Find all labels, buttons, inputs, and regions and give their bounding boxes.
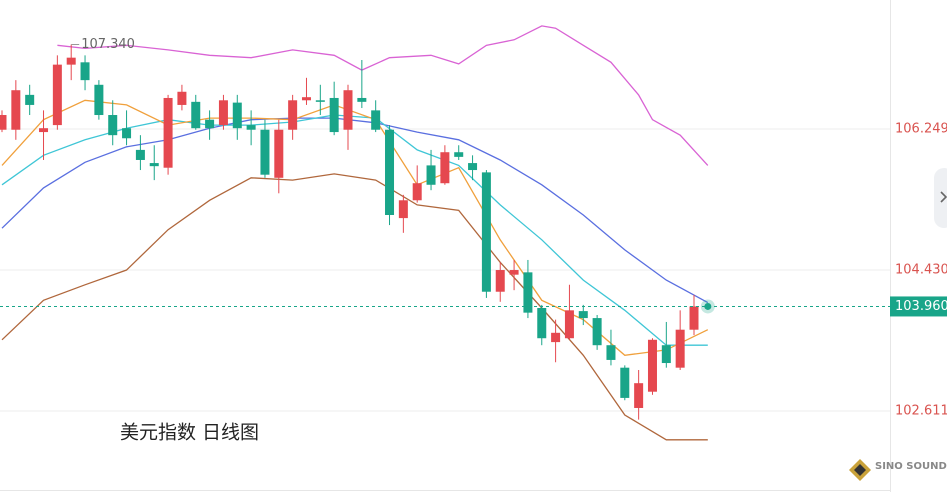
candle-body xyxy=(149,163,159,167)
candle-body xyxy=(564,310,574,339)
candle-body xyxy=(481,172,491,292)
candle-body xyxy=(454,152,464,157)
candle-body xyxy=(537,308,547,339)
side-button[interactable] xyxy=(934,168,947,228)
candle-body xyxy=(578,311,588,319)
indicator-line xyxy=(1,114,708,346)
candle-body xyxy=(25,94,35,105)
candle-body xyxy=(191,101,201,129)
last-price-dot xyxy=(704,302,712,310)
y-tick-label: 106.249 xyxy=(895,122,947,137)
candle-body xyxy=(606,345,616,360)
candle-body xyxy=(274,129,284,178)
candle-body xyxy=(39,128,49,133)
candle-body xyxy=(260,129,270,175)
candle-body xyxy=(205,119,215,129)
candle-body xyxy=(52,64,62,126)
watermark: SINO SOUND xyxy=(875,461,947,472)
last-price-box xyxy=(890,296,947,317)
candle-body xyxy=(232,102,242,129)
indicator-line xyxy=(1,173,708,441)
candle-body xyxy=(689,306,699,330)
candle-body xyxy=(122,128,132,139)
candle-body xyxy=(675,329,685,368)
candle-body xyxy=(135,149,145,160)
candle-body xyxy=(371,110,381,130)
candle-body xyxy=(551,332,561,343)
candle-body xyxy=(412,183,422,201)
logo xyxy=(849,459,871,481)
indicator-line xyxy=(57,25,709,166)
candle-body xyxy=(246,125,256,130)
last-price-label: 103.960 xyxy=(895,299,947,314)
y-tick-label: 104.430 xyxy=(895,263,947,278)
candle-body xyxy=(218,100,228,126)
candle-body xyxy=(343,90,353,130)
candle-body xyxy=(592,318,602,346)
y-tick-label: 102.611 xyxy=(895,404,947,419)
candle-body xyxy=(108,115,118,136)
candle-body xyxy=(315,100,325,102)
candle-body xyxy=(163,97,173,168)
candle-body xyxy=(94,84,104,116)
candle-body xyxy=(177,91,187,105)
candle-body xyxy=(398,200,408,219)
candle-body xyxy=(620,367,630,398)
chart-title: 美元指数 日线图 xyxy=(120,422,259,444)
candle-body xyxy=(661,345,671,364)
candle-body xyxy=(647,339,657,392)
candle-body xyxy=(0,115,7,130)
indicator-line xyxy=(1,117,709,304)
candle-body xyxy=(66,57,76,65)
candle-body xyxy=(301,97,311,101)
candle-body xyxy=(329,97,339,133)
indicator-line xyxy=(1,99,709,356)
candle-body xyxy=(357,97,367,102)
candle-body xyxy=(11,90,21,130)
candle-body xyxy=(509,270,519,275)
candle-body xyxy=(495,270,505,292)
candle-body xyxy=(426,165,436,185)
high-label: 107.340 xyxy=(81,37,135,52)
candle-body xyxy=(440,152,450,184)
candle-body xyxy=(523,272,533,313)
candle-body xyxy=(468,163,478,171)
candle-body xyxy=(634,383,644,408)
candle-body xyxy=(288,100,298,130)
candle-body xyxy=(80,62,90,81)
candle-body xyxy=(385,129,395,215)
